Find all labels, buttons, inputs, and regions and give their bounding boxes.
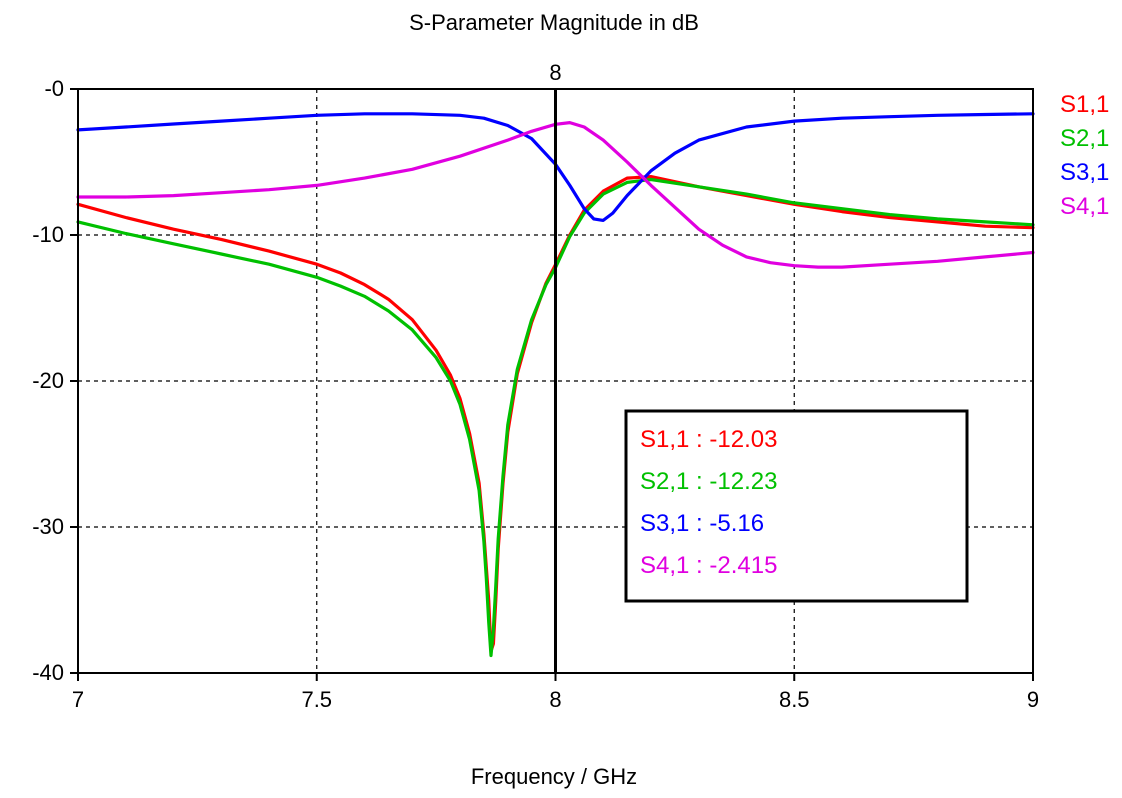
readout-separator: :: [689, 426, 709, 453]
axis-ticks: 7 7.5 8 8.5 9 -0 -10 -20 -30 -40: [32, 76, 1039, 712]
y-tick-label: -10: [32, 222, 64, 247]
series-line-S3-1: [76, 112, 1035, 222]
readout-name: S4,1: [640, 552, 689, 579]
y-tick-label: -30: [32, 514, 64, 539]
series-line-S2-1: [76, 177, 1035, 658]
y-tick-label: -40: [32, 660, 64, 685]
readout-name: S2,1: [640, 468, 689, 495]
readout-name: S3,1: [640, 510, 689, 537]
x-tick-label: 7.5: [301, 687, 332, 712]
readout-entry: S1,1 : -12.03: [640, 426, 777, 453]
readout-name: S1,1: [640, 426, 689, 453]
series-line-S4-1: [76, 121, 1035, 269]
legend: S1,1 S2,1 S3,1 S4,1: [1060, 91, 1109, 220]
marker-readout-box: S1,1 : -12.03 S2,1 : -12.23 S3,1 : -5.16 S4…: [624, 409, 969, 603]
series-lines: [76, 112, 1035, 658]
readout-value: -12.23: [709, 468, 777, 495]
legend-entry: S1,1: [1060, 91, 1109, 118]
chart-title: S-Parameter Magnitude in dB: [409, 10, 699, 35]
x-tick-label: 8.5: [779, 687, 810, 712]
x-tick-label: 9: [1027, 687, 1039, 712]
legend-entry: S2,1: [1060, 125, 1109, 152]
readout-value: -2.415: [709, 552, 777, 579]
readout-separator: :: [689, 468, 709, 495]
x-tick-label: 7: [72, 687, 84, 712]
readout-separator: :: [689, 552, 709, 579]
legend-entry: S3,1: [1060, 159, 1109, 186]
readout-separator: :: [689, 510, 709, 537]
readout-value: -12.03: [709, 426, 777, 453]
legend-entry: S4,1: [1060, 193, 1109, 220]
y-tick-label: -20: [32, 368, 64, 393]
plot-frame: [77, 88, 1034, 674]
readout-frame: [624, 409, 969, 603]
readout-value: -5.16: [709, 510, 764, 537]
marker-label: 8: [549, 60, 561, 85]
x-tick-label: 8: [549, 687, 561, 712]
readout-entry: S3,1 : -5.16: [640, 510, 764, 537]
x-axis-label: Frequency / GHz: [471, 764, 637, 789]
readout-entry: S2,1 : -12.23: [640, 468, 777, 495]
readout-entry: S4,1 : -2.415: [640, 552, 777, 579]
y-tick-label: -0: [44, 76, 64, 101]
